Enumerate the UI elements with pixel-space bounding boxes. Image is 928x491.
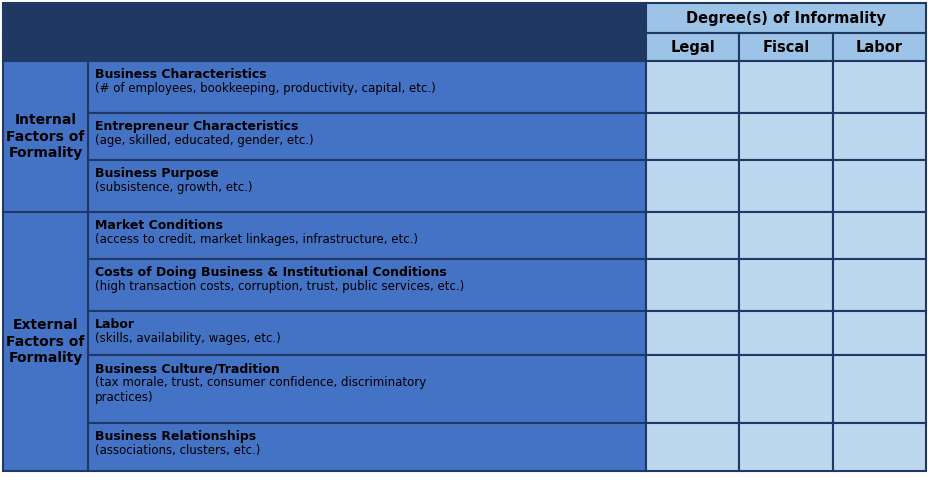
Bar <box>831 113 925 160</box>
Text: Fiscal: Fiscal <box>762 39 809 55</box>
Text: (tax morale, trust, consumer confidence, discriminatory
practices): (tax morale, trust, consumer confidence,… <box>95 376 426 404</box>
Bar <box>645 160 739 212</box>
Bar <box>739 423 831 471</box>
Text: Legal: Legal <box>670 39 715 55</box>
Bar <box>739 113 831 160</box>
Bar <box>831 423 925 471</box>
Bar <box>645 355 739 423</box>
Text: External
Factors of
Formality: External Factors of Formality <box>6 318 84 365</box>
Text: Business Relationships: Business Relationships <box>95 430 256 443</box>
Text: (age, skilled, educated, gender, etc.): (age, skilled, educated, gender, etc.) <box>95 134 314 147</box>
Bar <box>88 113 645 160</box>
Text: Costs of Doing Business & Institutional Conditions: Costs of Doing Business & Institutional … <box>95 266 446 279</box>
Bar <box>831 355 925 423</box>
Text: (high transaction costs, corruption, trust, public services, etc.): (high transaction costs, corruption, tru… <box>95 280 464 293</box>
Text: Market Conditions: Market Conditions <box>95 219 223 232</box>
Bar <box>3 61 88 212</box>
Text: Business Culture/Tradition: Business Culture/Tradition <box>95 362 279 375</box>
Bar <box>645 423 739 471</box>
Bar <box>645 33 739 61</box>
Bar <box>831 61 925 113</box>
Text: (# of employees, bookkeeping, productivity, capital, etc.): (# of employees, bookkeeping, productivi… <box>95 82 435 95</box>
Bar <box>88 423 645 471</box>
Text: Business Characteristics: Business Characteristics <box>95 68 266 81</box>
Bar <box>3 3 645 33</box>
Bar <box>3 212 88 471</box>
Bar <box>831 212 925 259</box>
Bar <box>739 212 831 259</box>
Bar <box>645 212 739 259</box>
Text: (subsistence, growth, etc.): (subsistence, growth, etc.) <box>95 181 252 194</box>
Bar <box>739 160 831 212</box>
Bar <box>88 160 645 212</box>
Bar <box>645 259 739 311</box>
Bar <box>3 33 645 61</box>
Bar <box>831 311 925 355</box>
Bar <box>88 259 645 311</box>
Bar <box>645 3 925 33</box>
Text: Degree(s) of Informality: Degree(s) of Informality <box>685 10 885 26</box>
Text: Internal
Factors of
Formality: Internal Factors of Formality <box>6 113 84 160</box>
Bar <box>88 355 645 423</box>
Bar <box>739 355 831 423</box>
Text: Business Purpose: Business Purpose <box>95 167 218 180</box>
Text: (access to credit, market linkages, infrastructure, etc.): (access to credit, market linkages, infr… <box>95 233 418 246</box>
Bar <box>645 61 739 113</box>
Bar <box>88 311 645 355</box>
Text: Entrepreneur Characteristics: Entrepreneur Characteristics <box>95 120 298 133</box>
Bar <box>645 113 739 160</box>
Bar <box>88 61 645 113</box>
Bar <box>645 311 739 355</box>
Text: Labor: Labor <box>95 318 135 331</box>
Bar <box>739 311 831 355</box>
Bar <box>831 160 925 212</box>
Bar <box>88 212 645 259</box>
Text: (skills, availability, wages, etc.): (skills, availability, wages, etc.) <box>95 332 280 345</box>
Bar <box>739 61 831 113</box>
Bar <box>831 33 925 61</box>
Bar <box>831 259 925 311</box>
Text: Labor: Labor <box>855 39 902 55</box>
Bar <box>739 259 831 311</box>
Text: (associations, clusters, etc.): (associations, clusters, etc.) <box>95 444 260 457</box>
Bar <box>739 33 831 61</box>
